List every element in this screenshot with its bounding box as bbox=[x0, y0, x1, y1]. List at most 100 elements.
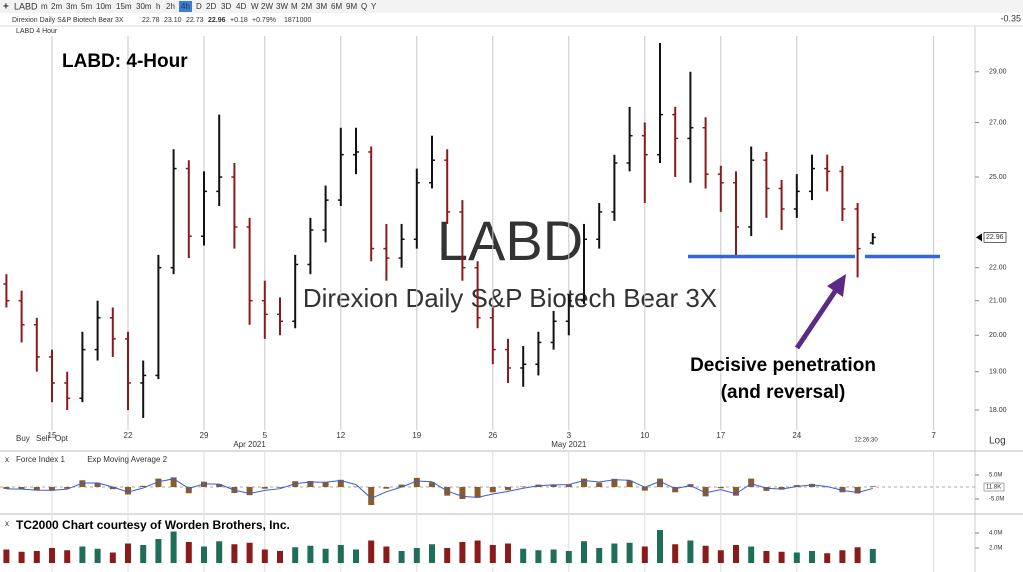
force-bar bbox=[261, 487, 268, 489]
force-bar bbox=[489, 487, 496, 493]
toolbar bbox=[0, 0, 1023, 13]
force-bar bbox=[33, 487, 40, 491]
force-bar bbox=[398, 484, 405, 488]
volume-bar bbox=[505, 543, 511, 563]
volume-bar bbox=[246, 542, 253, 563]
force-bar bbox=[657, 478, 663, 488]
legend-entry[interactable]: Force Index 1 bbox=[16, 455, 65, 464]
force-bar bbox=[125, 487, 131, 495]
volume-bar bbox=[611, 543, 618, 563]
force-bar bbox=[778, 487, 785, 490]
chart-title: LABD: 4-Hour bbox=[62, 51, 188, 72]
x-tick-label: 29 bbox=[200, 431, 209, 440]
pane-label[interactable]: LABD 4 Hour bbox=[16, 28, 58, 35]
header-last: 22.96 bbox=[208, 17, 226, 24]
volume-bar bbox=[322, 548, 329, 563]
force-bar bbox=[641, 487, 648, 491]
force-bar bbox=[626, 480, 633, 488]
legend-entry[interactable]: Exp Moving Average 2 bbox=[87, 455, 167, 464]
scale-button[interactable]: Log bbox=[989, 436, 1006, 447]
trade-button[interactable]: Sell bbox=[36, 434, 50, 443]
volume-bar bbox=[717, 550, 724, 563]
timeframe-button[interactable]: 2h bbox=[166, 2, 175, 11]
timeframe-button[interactable]: 30m bbox=[136, 2, 152, 11]
force-bar bbox=[717, 487, 724, 489]
timeframe-button[interactable]: 5m bbox=[81, 2, 92, 11]
y-tick-label: 18.00 bbox=[989, 407, 1007, 414]
volume-bar bbox=[702, 545, 709, 563]
timeframe-button[interactable]: 15m bbox=[116, 2, 132, 11]
force-bar bbox=[322, 482, 329, 488]
arrow-shaft bbox=[794, 285, 841, 350]
volume-bar bbox=[140, 545, 147, 563]
timeframe-button[interactable]: 2D bbox=[206, 2, 216, 11]
timeframe-button[interactable]: 10m bbox=[96, 2, 112, 11]
watermark-name: Direxion Daily S&P Biotech Bear 3X bbox=[303, 283, 717, 313]
timeframe-button[interactable]: m bbox=[41, 2, 48, 11]
timeframe-button[interactable]: 3W bbox=[276, 2, 288, 11]
volume-bar bbox=[368, 540, 375, 563]
force-bar bbox=[49, 487, 55, 491]
header-open: 22.78 bbox=[142, 17, 160, 24]
force-bar bbox=[748, 478, 755, 488]
annotation: (and reversal) bbox=[721, 382, 846, 403]
volume-bar bbox=[277, 551, 283, 563]
timeframe-button[interactable]: D bbox=[196, 2, 202, 11]
force-bar bbox=[3, 487, 10, 489]
y-tick-label: 20.00 bbox=[989, 332, 1007, 339]
timeframe-button[interactable]: 4h bbox=[181, 2, 190, 11]
timeframe-button[interactable]: 3M bbox=[316, 2, 327, 11]
volume-bar bbox=[793, 552, 800, 563]
close-pane[interactable]: x bbox=[5, 519, 9, 528]
timeframe-button[interactable]: 2M bbox=[301, 2, 312, 11]
y-tick-label: 27.00 bbox=[989, 119, 1007, 126]
force-bar bbox=[307, 480, 314, 488]
change: -0.35 bbox=[1000, 13, 1021, 23]
symbol[interactable]: LABD bbox=[14, 1, 38, 11]
volume-bar bbox=[444, 548, 451, 563]
header-high: 23.10 bbox=[164, 17, 182, 24]
timeframe-button[interactable]: Q bbox=[361, 2, 367, 11]
close-pane[interactable]: x bbox=[5, 455, 9, 464]
trade-button[interactable]: Opt bbox=[55, 434, 69, 443]
y-tick-label: 22.00 bbox=[989, 265, 1007, 272]
volume-bar bbox=[641, 546, 648, 563]
volume-bar bbox=[520, 548, 527, 563]
volume-bar bbox=[687, 540, 694, 563]
force-bar bbox=[581, 478, 587, 488]
timeframe-button[interactable]: 9M bbox=[346, 2, 357, 11]
volume-bar bbox=[672, 544, 679, 563]
timeframe-button[interactable]: M bbox=[291, 2, 298, 11]
force-bar bbox=[94, 482, 101, 488]
price-tag-label: 22.96 bbox=[986, 234, 1004, 241]
force-bar bbox=[672, 487, 679, 493]
timeframe-button[interactable]: Y bbox=[371, 2, 377, 11]
x-tick-label: 22 bbox=[124, 431, 133, 440]
timeframe-button[interactable]: W bbox=[251, 2, 259, 11]
timeframe-button[interactable]: 6M bbox=[331, 2, 342, 11]
force-bar bbox=[474, 487, 481, 498]
timeframe-button[interactable]: 2m bbox=[51, 2, 62, 11]
x-tick-label: 5 bbox=[263, 431, 268, 440]
timeframe-button[interactable]: h bbox=[156, 2, 160, 11]
timeframe-button[interactable]: 3m bbox=[66, 2, 77, 11]
price-tag bbox=[983, 232, 1007, 243]
time-label: 12:26:30 bbox=[854, 438, 878, 444]
trade-button[interactable]: Buy bbox=[16, 434, 30, 443]
timeframe-button[interactable]: 3D bbox=[221, 2, 231, 11]
volume-title: TC2000 Chart courtesy of Worden Brothers… bbox=[16, 518, 290, 532]
add-button[interactable]: + bbox=[3, 2, 9, 13]
volume-bar bbox=[657, 530, 663, 563]
y-tick-label: 21.00 bbox=[989, 298, 1007, 305]
volume-bar bbox=[733, 545, 739, 563]
timeframe-button[interactable]: 2W bbox=[261, 2, 273, 11]
volume-bar bbox=[398, 551, 405, 563]
month-label: May 2021 bbox=[551, 440, 587, 449]
timeframe-button[interactable]: 4D bbox=[236, 2, 246, 11]
force-bar bbox=[109, 487, 116, 490]
y-tick-label: 5.0M bbox=[989, 473, 1002, 479]
volume-bar bbox=[809, 551, 815, 563]
volume-bar bbox=[18, 551, 25, 563]
x-tick-label: 24 bbox=[792, 431, 801, 440]
